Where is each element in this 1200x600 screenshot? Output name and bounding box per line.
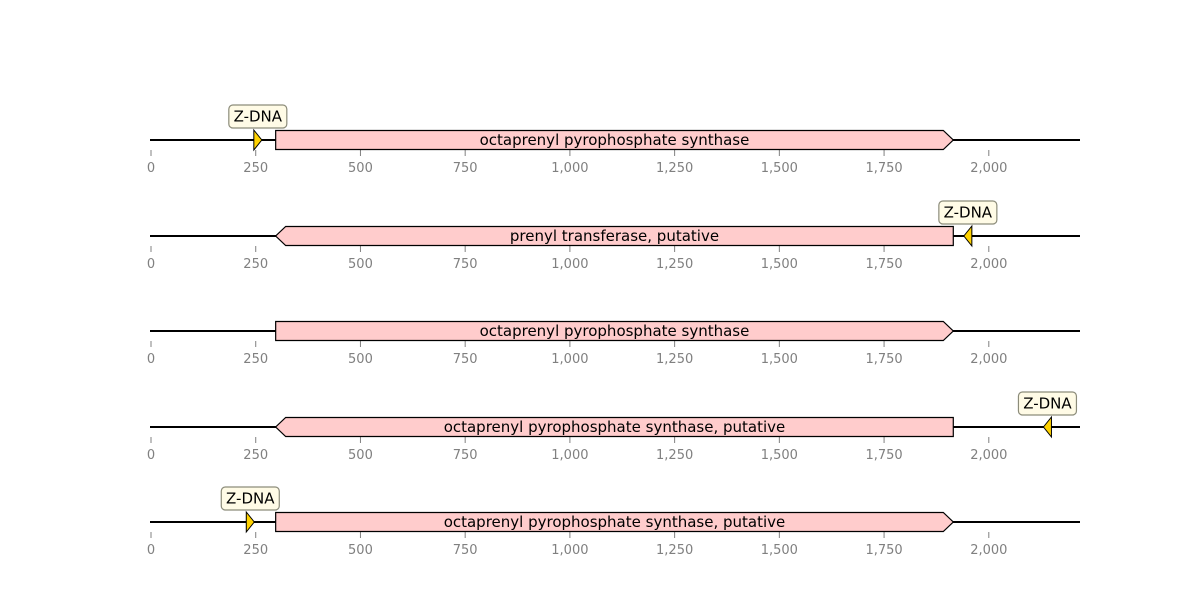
- axis-tick-label: 2,000: [970, 448, 1007, 463]
- zdna-feature: [1042, 415, 1052, 439]
- zdna-label: Z-DNA: [1023, 395, 1072, 413]
- axis-tick-label: 250: [243, 448, 268, 463]
- axis-tick-label: 1,000: [551, 448, 588, 463]
- axis-tick-label: 1,750: [865, 448, 902, 463]
- axis-tick-label: 1,750: [865, 257, 902, 272]
- axis-tick-label: 0: [147, 257, 155, 272]
- axis-tick-label: 750: [453, 161, 478, 176]
- gene-feature: [275, 511, 955, 533]
- zdna-feature: [245, 510, 255, 534]
- axis-tick-label: 1,250: [656, 257, 693, 272]
- zdna-label-box: [1017, 391, 1078, 416]
- gene-label: octaprenyl pyrophosphate synthase, putat…: [444, 418, 786, 436]
- axis-tick-label: 500: [348, 543, 373, 558]
- gene-feature: [275, 129, 955, 151]
- zdna-feature: [963, 224, 973, 248]
- axis-tick-label: 0: [147, 161, 155, 176]
- axis-tick-label: 0: [147, 543, 155, 558]
- zdna-label: Z-DNA: [226, 490, 275, 508]
- axis-tick-label: 750: [453, 448, 478, 463]
- axis-tick-label: 250: [243, 543, 268, 558]
- axis-tick-label: 0: [147, 448, 155, 463]
- zdna-label-box: [228, 104, 288, 129]
- axis-tick-label: 2,000: [970, 352, 1007, 367]
- gene-label: octaprenyl pyrophosphate synthase: [480, 131, 750, 149]
- gene-feature: [274, 416, 954, 438]
- zdna-feature: [253, 128, 263, 152]
- axis-tick-label: 500: [348, 448, 373, 463]
- axis-tick-label: 1,750: [865, 352, 902, 367]
- axis-tick-label: 500: [348, 161, 373, 176]
- axis-tick-label: 1,250: [656, 352, 693, 367]
- zdna-label-box: [220, 486, 280, 511]
- axis-tick-label: 1,000: [551, 352, 588, 367]
- axis-tick-label: 1,000: [551, 161, 588, 176]
- axis-tick-label: 1,500: [761, 352, 798, 367]
- axis-tick-label: 750: [453, 543, 478, 558]
- gene-label: octaprenyl pyrophosphate synthase: [480, 322, 750, 340]
- axis-tick-label: 1,500: [761, 543, 798, 558]
- track-2: 0 250 500 750 1,000 1,250 1,500 1,750 2,000 preny…: [147, 200, 1080, 272]
- axis-tick-label: 250: [243, 352, 268, 367]
- axis-tick-label: 250: [243, 257, 268, 272]
- axis-tick-label: 2,000: [970, 161, 1007, 176]
- track-3: 0 250 500 750 1,000 1,250 1,500 1,750 2,000 octap…: [147, 320, 1080, 367]
- gene-label: prenyl transferase, putative: [510, 227, 719, 245]
- track-1: 0 250 500 750 1,000 1,250 1,500 1,750 2,000 octap…: [147, 104, 1080, 176]
- axis-tick-label: 1,500: [761, 448, 798, 463]
- axis-tick-label: 1,250: [656, 543, 693, 558]
- zdna-label: Z-DNA: [234, 108, 283, 126]
- axis-tick-label: 1,500: [761, 161, 798, 176]
- axis-tick-label: 1,750: [865, 161, 902, 176]
- track-4: 0 250 500 750 1,000 1,250 1,500 1,750 2,000 octap…: [147, 391, 1080, 463]
- axis-tick-label: 1,000: [551, 543, 588, 558]
- axis-tick-label: 1,000: [551, 257, 588, 272]
- axis-tick-label: 1,750: [865, 543, 902, 558]
- axis-tick-label: 750: [453, 257, 478, 272]
- gene-feature: [274, 225, 954, 247]
- gene-label: octaprenyl pyrophosphate synthase, putat…: [444, 513, 786, 531]
- zdna-label: Z-DNA: [944, 204, 993, 222]
- axis-tick-label: 1,500: [761, 257, 798, 272]
- axis-tick-label: 250: [243, 161, 268, 176]
- track-5: 0 250 500 750 1,000 1,250 1,500 1,750 2,000 octap…: [147, 486, 1080, 558]
- axis-tick-label: 750: [453, 352, 478, 367]
- axis-tick-label: 500: [348, 352, 373, 367]
- axis-tick-label: 1,250: [656, 161, 693, 176]
- axis-tick-label: 500: [348, 257, 373, 272]
- zdna-label-box: [938, 200, 998, 225]
- axis-tick-label: 2,000: [970, 543, 1007, 558]
- gene-feature: [275, 320, 955, 342]
- axis-tick-label: 0: [147, 352, 155, 367]
- axis-tick-label: 1,250: [656, 448, 693, 463]
- axis-tick-label: 2,000: [970, 257, 1007, 272]
